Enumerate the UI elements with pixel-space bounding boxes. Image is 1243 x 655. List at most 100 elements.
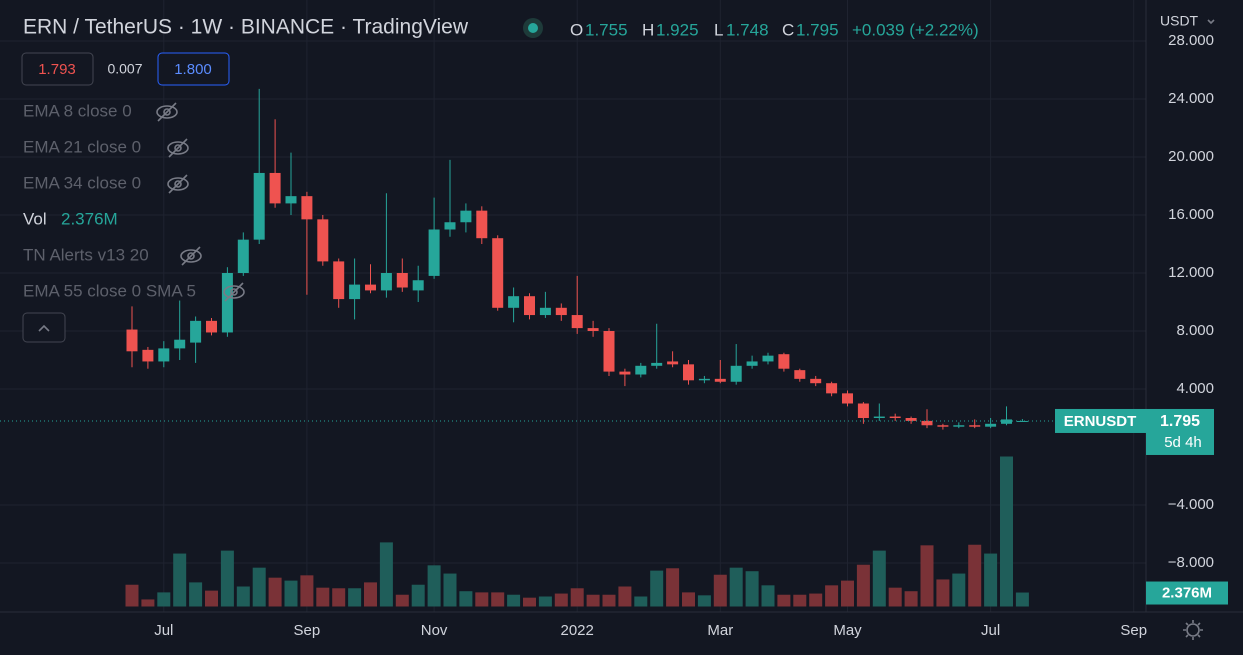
volume-bar [189, 582, 203, 607]
chart-title: ERN / TetherUS · 1W · BINANCE · TradingV… [23, 16, 469, 39]
volume-bar [236, 586, 250, 607]
ohlc-label: O [570, 20, 583, 39]
indicator-label: EMA 21 close 0 [23, 137, 141, 156]
volume-bar [777, 594, 791, 607]
candle-body [555, 307, 567, 316]
volume-bar [268, 577, 282, 607]
candle-body [444, 222, 456, 230]
spread: 0.007 [107, 61, 142, 77]
volume-bar [904, 591, 918, 607]
collapse-button[interactable] [22, 312, 66, 343]
volume-legend: Vol [23, 209, 47, 228]
volume-bar [634, 596, 648, 607]
volume-bar [825, 585, 839, 607]
candle-body [587, 328, 599, 331]
ohlc-label: L [714, 20, 723, 39]
x-tick-label: Sep [1120, 622, 1147, 639]
candle-body [969, 425, 981, 427]
volume-bar [984, 553, 998, 607]
collapse-icon [38, 324, 50, 332]
candle-body [762, 355, 774, 362]
candle-body [698, 378, 710, 381]
status-dot [528, 23, 538, 33]
candle-body [619, 371, 631, 375]
candle-body [873, 416, 885, 418]
candle-body [1001, 419, 1012, 424]
candle-body [237, 239, 249, 273]
indicator-label: EMA 8 close 0 [23, 101, 132, 120]
volume-bar [920, 545, 934, 607]
candle-body [937, 425, 949, 427]
candle-body [603, 331, 615, 372]
volume-bar [729, 567, 743, 607]
volume-bar [650, 570, 664, 607]
x-tick-label: Nov [421, 622, 448, 639]
dropdown-icon [1207, 19, 1215, 25]
candle-body [412, 280, 424, 291]
candle-body [349, 284, 361, 300]
volume-bar [793, 594, 807, 607]
volume-bar [205, 590, 218, 607]
candle-body [730, 365, 742, 382]
candle-body [317, 219, 329, 262]
volume-label-box [1146, 581, 1228, 605]
y-tick-label: 20.000 [1168, 148, 1214, 165]
volume-bar [841, 580, 854, 607]
candle-body [842, 393, 853, 404]
countdown-label: 5d 4h [1164, 434, 1202, 451]
currency-menu[interactable]: USDT [1160, 13, 1199, 29]
volume-bar [888, 587, 902, 607]
candle-body [746, 361, 758, 366]
volume-bar [284, 580, 298, 607]
volume-bar [220, 550, 234, 607]
price-label-box [1146, 408, 1214, 455]
bid-box[interactable] [21, 52, 94, 86]
candle-body [126, 329, 138, 352]
volume-bar [507, 594, 521, 607]
symbol-label: ERNUSDT [1064, 413, 1137, 430]
volume-bar [157, 592, 171, 607]
candles [126, 88, 1028, 430]
y-tick-label: 4.000 [1176, 380, 1214, 397]
candle-body [810, 378, 822, 384]
volume-bar [570, 588, 584, 607]
candle-body [301, 196, 313, 220]
ask: 1.800 [174, 61, 212, 78]
volume-bar [713, 574, 727, 607]
settings-icon[interactable] [1183, 620, 1203, 640]
hidden-icons[interactable] [156, 102, 245, 302]
volume-bar [682, 592, 695, 607]
candle-body [1016, 420, 1028, 422]
change: +0.039 (+2.22%) [852, 20, 979, 39]
volume-bar [936, 579, 950, 607]
candle-body [142, 349, 154, 362]
candle-body [476, 210, 488, 239]
y-tick-label: 12.000 [1168, 264, 1214, 281]
volume-bar [411, 584, 425, 607]
candle-body [206, 320, 217, 333]
x-tick-label: Jul [154, 622, 173, 639]
ask-box[interactable] [157, 52, 230, 86]
volume-bar [252, 567, 266, 607]
symbol-label-box [1055, 408, 1146, 433]
volume-bar [475, 592, 489, 607]
ohlc-value: 1.925 [656, 20, 699, 39]
indicator-label: TN Alerts v13 20 [23, 245, 149, 264]
candle-body [794, 370, 806, 379]
candle-body [539, 307, 551, 316]
price-label: 1.795 [1160, 413, 1200, 430]
candle-body [683, 364, 694, 381]
x-tick-label: Jul [981, 622, 1000, 639]
ohlc-value: 1.755 [585, 20, 628, 39]
x-tick-label: Sep [294, 622, 321, 639]
ohlc-value: 1.795 [796, 20, 839, 39]
volume-bar [809, 593, 823, 607]
x-tick-label: Mar [707, 622, 733, 639]
candle-body [253, 172, 265, 240]
ohlc-label: C [782, 20, 794, 39]
candle-body [492, 238, 504, 308]
candle-body [158, 348, 170, 362]
candle-body [428, 229, 440, 276]
candle-body [190, 320, 202, 343]
